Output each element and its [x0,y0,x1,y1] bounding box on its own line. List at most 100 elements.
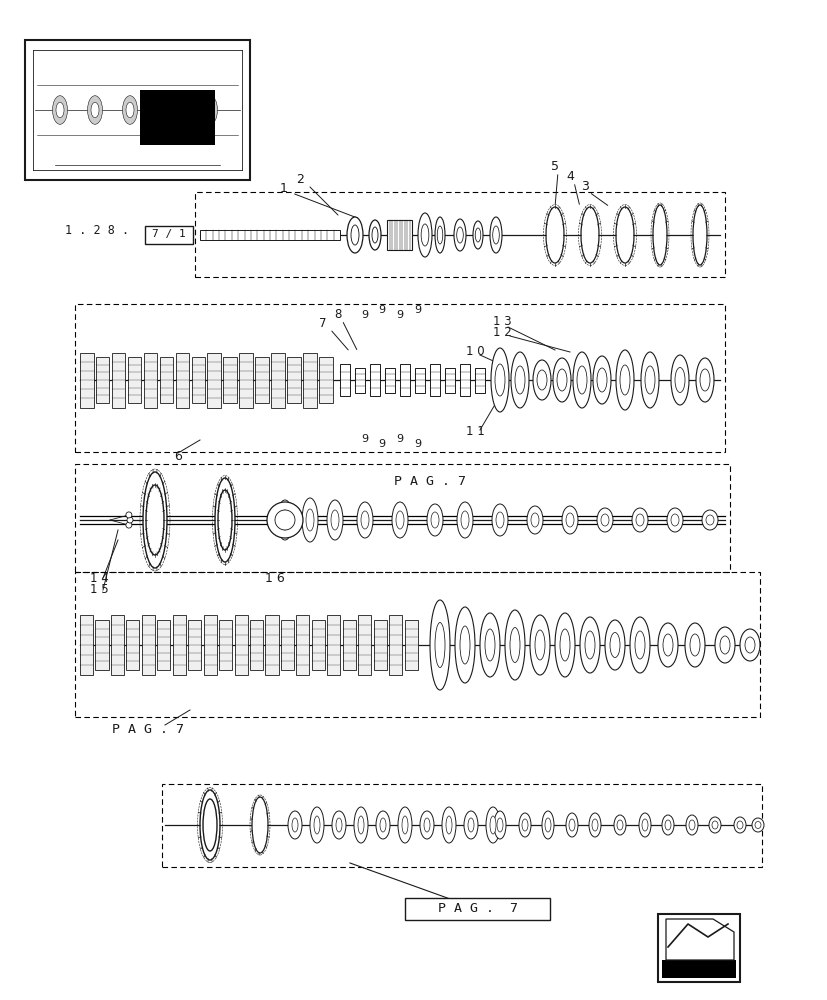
Bar [271,353,284,408]
Ellipse shape [670,355,688,405]
Bar [657,914,739,982]
Ellipse shape [165,102,174,118]
Bar [340,364,350,396]
Ellipse shape [461,511,468,529]
Bar [239,353,252,408]
Ellipse shape [510,352,528,408]
Ellipse shape [460,626,470,664]
Bar [157,620,170,670]
Text: 3: 3 [581,180,588,193]
Ellipse shape [634,631,644,659]
Ellipse shape [457,502,472,538]
Ellipse shape [684,623,704,667]
Ellipse shape [492,226,499,244]
Ellipse shape [490,217,501,253]
Bar [429,364,439,396]
Ellipse shape [544,818,550,832]
Ellipse shape [309,807,323,843]
Ellipse shape [674,367,684,392]
Ellipse shape [56,102,64,118]
Ellipse shape [696,358,713,402]
Bar [342,620,356,670]
Ellipse shape [371,227,378,243]
Ellipse shape [557,369,566,391]
Ellipse shape [490,816,495,834]
Text: 9: 9 [396,434,403,444]
Ellipse shape [744,637,754,653]
Bar [234,615,247,675]
Ellipse shape [280,510,289,530]
Bar [387,220,412,250]
Ellipse shape [431,512,438,528]
Bar [370,364,380,396]
Bar [200,230,340,240]
Text: 9: 9 [361,310,368,320]
Ellipse shape [701,510,717,530]
Ellipse shape [306,509,313,531]
Bar [208,353,221,408]
Bar [404,898,549,920]
Ellipse shape [457,227,463,243]
Ellipse shape [126,102,134,118]
Bar [255,357,269,403]
Ellipse shape [427,504,442,536]
Ellipse shape [143,472,167,568]
Ellipse shape [519,813,530,837]
Bar [287,357,300,403]
Ellipse shape [351,225,359,245]
Ellipse shape [266,502,303,538]
Ellipse shape [526,506,543,534]
Bar [140,90,215,145]
Ellipse shape [689,634,699,656]
Ellipse shape [423,818,429,832]
Circle shape [126,522,131,528]
Ellipse shape [629,617,649,673]
Ellipse shape [402,816,408,834]
Ellipse shape [653,205,667,265]
Ellipse shape [203,799,217,851]
Bar [127,620,139,670]
Ellipse shape [529,615,549,675]
Ellipse shape [442,807,456,843]
Ellipse shape [719,636,729,654]
Ellipse shape [616,820,622,830]
Text: P A G .  7: P A G . 7 [437,902,518,915]
Ellipse shape [579,617,600,673]
Ellipse shape [581,207,598,263]
Text: 1 3: 1 3 [492,315,511,328]
Text: 7: 7 [319,317,327,330]
Bar [80,615,93,675]
Ellipse shape [375,811,390,839]
Bar [144,353,157,408]
Bar [389,615,402,675]
Ellipse shape [537,370,547,390]
Ellipse shape [218,490,232,550]
Ellipse shape [356,502,372,538]
Ellipse shape [552,358,571,402]
Bar [318,357,332,403]
Ellipse shape [708,817,720,833]
Bar [195,192,724,277]
Bar [75,572,759,717]
Ellipse shape [277,500,293,540]
Ellipse shape [429,600,449,690]
Bar [191,357,205,403]
Ellipse shape [566,813,577,837]
Ellipse shape [619,365,629,395]
Ellipse shape [667,508,682,532]
Ellipse shape [495,512,504,528]
Bar [141,615,155,675]
Text: 4: 4 [566,170,573,183]
Bar [95,620,108,670]
Bar [385,367,394,392]
Ellipse shape [657,623,677,667]
Bar [662,960,735,978]
Ellipse shape [733,817,745,833]
Bar [175,353,189,408]
Ellipse shape [705,515,713,525]
Ellipse shape [699,369,709,391]
Ellipse shape [600,514,609,526]
Ellipse shape [534,630,544,660]
Ellipse shape [605,620,624,670]
Bar [373,620,386,670]
